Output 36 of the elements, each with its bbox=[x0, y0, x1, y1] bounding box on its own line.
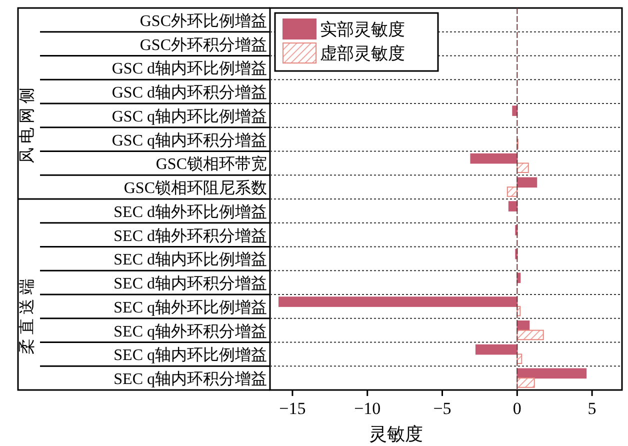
bar bbox=[516, 177, 538, 188]
text: 风电网侧 bbox=[18, 84, 36, 164]
x-tick-label: 5 bbox=[588, 399, 596, 418]
y-tick-label: GSC q轴内环比例增益 bbox=[112, 107, 267, 126]
y-tick-label: GSC外环比例增益 bbox=[140, 12, 267, 30]
y-tick-label: SEC q轴内环积分增益 bbox=[114, 370, 267, 388]
x-axis-title: 灵敏度 bbox=[369, 424, 423, 444]
bar bbox=[278, 296, 518, 307]
legend-label: 实部灵敏度 bbox=[320, 20, 405, 39]
bar bbox=[475, 344, 518, 355]
x-tick-label: 0 bbox=[512, 399, 522, 418]
y-tick-label: GSC外环积分增益 bbox=[140, 36, 267, 54]
x-tick-label: −5 bbox=[433, 399, 452, 418]
bar bbox=[516, 378, 535, 388]
y-tick-label: SEC q轴外环积分增益 bbox=[114, 322, 267, 340]
y-tick-label: SEC d轴内环积分增益 bbox=[114, 274, 267, 293]
bar bbox=[470, 153, 518, 164]
y-tick-label: GSC锁相环带宽 bbox=[156, 155, 267, 174]
text: 柔直送端 bbox=[18, 274, 36, 354]
y-tick-label: SEC d轴外环比例增益 bbox=[114, 202, 267, 221]
y-tick-label: SEC d轴外环积分增益 bbox=[114, 226, 267, 245]
bar bbox=[516, 162, 529, 173]
bar bbox=[508, 201, 518, 212]
x-tick-label: −15 bbox=[279, 399, 306, 418]
bar bbox=[506, 186, 518, 197]
y-tick-label: SEC q轴外环比例增益 bbox=[114, 298, 267, 316]
y-tick-label: GSC锁相环阻尼系数 bbox=[124, 179, 267, 198]
legend-label: 虚部灵敏度 bbox=[320, 44, 405, 63]
y-tick-label: SEC d轴内环比例增益 bbox=[114, 250, 267, 269]
y-tick-label: GSC d轴内环比例增益 bbox=[112, 60, 267, 78]
x-tick-label: −10 bbox=[354, 399, 381, 418]
bar bbox=[516, 330, 544, 340]
y-tick-label: GSC d轴内环积分增益 bbox=[112, 84, 267, 102]
bar bbox=[516, 368, 587, 379]
y-tick-label: SEC q轴内环比例增益 bbox=[114, 346, 267, 364]
y-tick-label: GSC q轴内环积分增益 bbox=[112, 131, 267, 150]
